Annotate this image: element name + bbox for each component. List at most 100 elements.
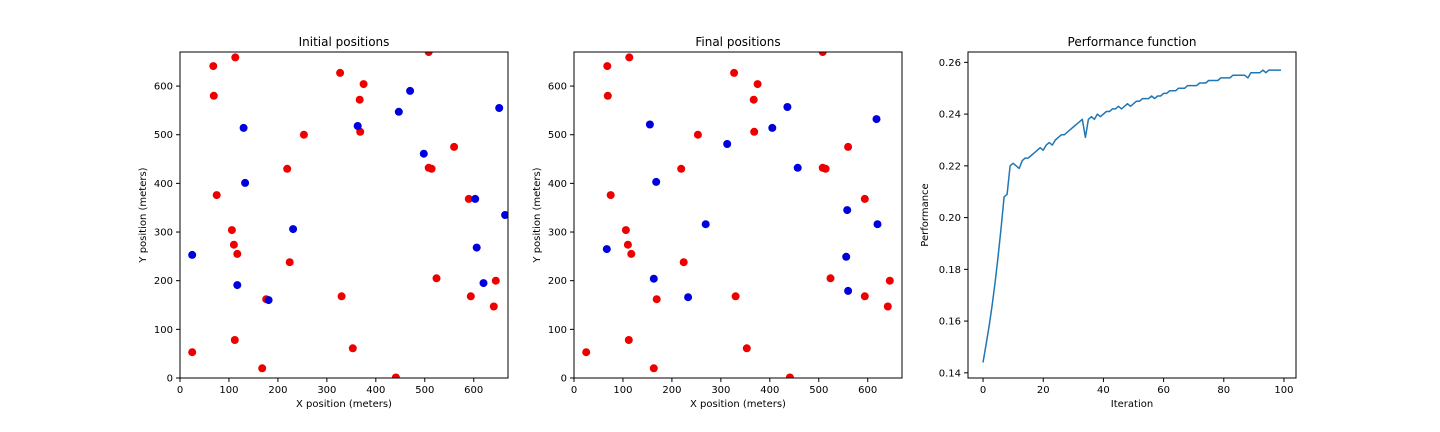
scatter-point [652,177,661,186]
x-tick-label: 40 [1097,385,1110,396]
scatter-point [679,258,688,267]
scatter-point [793,163,802,172]
x-tick-label: 80 [1217,385,1230,396]
y-axis-label: Y position (meters) [138,167,149,263]
scatter-point [233,249,242,258]
y-tick-label: 0.26 [939,58,961,69]
scatter-point [336,68,345,77]
scatter-point [450,142,459,151]
scatter-point [783,103,792,111]
scatter-point [602,245,611,254]
scatter-point [471,194,480,203]
scatter-point [645,120,654,129]
scatter-point [209,62,218,71]
x-tick-label: 500 [809,385,828,396]
y-tick-label: 500 [154,130,173,141]
y-axis-label: Y position (meters) [532,167,543,263]
y-tick-label: 100 [548,325,567,336]
chart-performance-function: 0 20 40 60 80 100 0.14 0.16 0.18 0.20 0.22 0.24 0.26… [920,35,1297,410]
scatter-point [750,127,759,136]
x-tick-label: 100 [219,385,238,396]
scatter-point [872,115,881,124]
axes-frame [967,51,1297,379]
scatter-point [652,295,661,304]
scatter-point [264,296,273,305]
scatter-point [883,302,892,311]
scatter-point [701,220,710,229]
scatter-point [231,53,240,62]
scatter-point [394,107,403,116]
axes-frame [179,51,509,379]
chart-title: Performance function [1068,35,1197,49]
x-tick-label: 600 [858,385,877,396]
y-tick-label: 0.24 [939,110,961,121]
scatter-point [606,191,615,200]
x-tick-label: 100 [613,385,632,396]
x-tick-label: 400 [366,385,385,396]
scatter-point [355,95,364,104]
scatter-point [227,226,236,235]
chart-initial-positions: 0 100 200 300 400 500 600 0 100 200 300 400 500 600 In… [138,35,509,410]
y-tick-label: 0 [167,374,173,385]
scatter-point [230,336,239,344]
scatter-point [233,281,242,290]
x-tick-label: 200 [268,385,287,396]
scatter-point [299,130,308,139]
scatter-point [359,80,368,89]
scatter-point [723,140,732,148]
scatter-point [603,91,612,100]
y-axis-label: Performance [920,183,931,246]
y-tick-label: 400 [548,179,567,190]
scatter-point [844,286,853,295]
y-tick-label: 500 [548,130,567,141]
scatter-point [212,191,221,200]
scatter-point [241,178,250,187]
scatter-point [239,123,248,132]
scatter-point [627,249,636,258]
scatter-point [623,240,632,249]
plot-area [982,69,1281,363]
scatter-point [730,68,739,77]
scatter-point [842,252,851,261]
x-tick-label: 600 [464,385,483,396]
scatter-point [821,164,830,173]
y-tick-label: 0 [561,374,567,385]
scatter-point [188,348,197,357]
scatter-point [391,373,400,378]
y-tick-label: 600 [154,82,173,93]
scatter-point [495,104,504,112]
scatter-point [693,130,702,139]
x-tick-label: 300 [711,385,730,396]
x-tick-label: 200 [662,385,681,396]
x-tick-label: 0 [571,385,577,396]
scatter-point [348,344,357,353]
y-tick-label: 0.22 [939,161,961,172]
scatter-point [860,194,869,203]
y-tick-label: 600 [548,82,567,93]
scatter-point [818,52,827,56]
scatter-point [621,226,630,235]
scatter-point [844,142,853,151]
scatter-point [785,373,794,378]
x-axis-label: X position (meters) [296,399,392,410]
scatter-point [427,164,436,173]
scatter-point [466,292,475,301]
scatter-point [625,53,634,62]
scatter-point [860,292,869,301]
scatter-point [603,62,612,71]
x-tick-label: 100 [1274,385,1293,396]
chart-title: Final positions [695,35,780,49]
scatter-point [229,240,238,249]
y-tick-label: 0.18 [939,265,961,276]
y-tick-label: 300 [548,228,567,239]
scatter-point [424,52,433,56]
scatter-point [479,279,488,288]
scatter-point [501,211,508,219]
scatter-point [624,336,633,344]
scatter-point [432,274,441,283]
chart-final-positions: 0 100 200 300 400 500 600 0 100 200 300 400 500 600 Fi… [532,35,903,410]
scatter-point [464,194,473,203]
scatter-point [472,243,481,252]
scatter-point [209,91,218,100]
scatter-point [419,149,428,158]
